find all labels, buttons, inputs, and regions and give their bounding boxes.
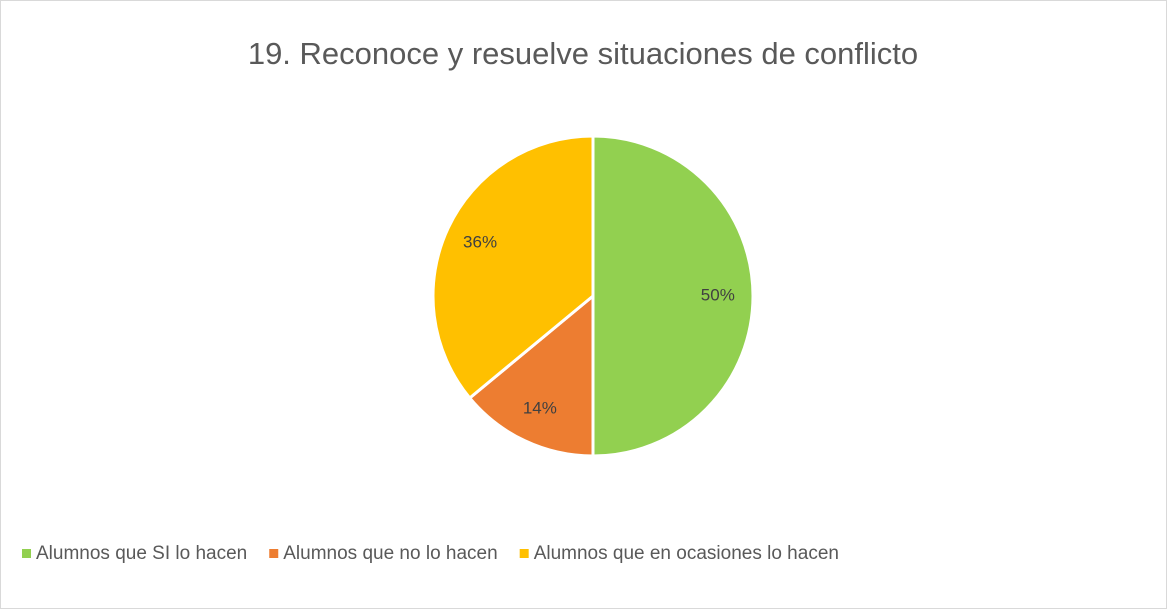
legend-swatch bbox=[22, 549, 31, 558]
legend-label: Alumnos que SI lo hacen bbox=[36, 543, 247, 564]
pie-slice bbox=[591, 134, 755, 458]
data-label: 50% bbox=[701, 285, 735, 304]
legend-swatch bbox=[519, 549, 529, 558]
legend-label: Alumnos que en ocasiones lo hacen bbox=[534, 543, 839, 564]
chart-title: 19. Reconoce y resuelve situaciones de c… bbox=[248, 36, 918, 71]
legend-label: Alumnos que no lo hacen bbox=[283, 543, 497, 564]
data-label: 14% bbox=[523, 398, 557, 417]
pie-slice bbox=[431, 134, 595, 401]
data-label: 36% bbox=[463, 232, 497, 251]
legend-swatch bbox=[269, 549, 279, 558]
pie-slice bbox=[467, 292, 595, 458]
